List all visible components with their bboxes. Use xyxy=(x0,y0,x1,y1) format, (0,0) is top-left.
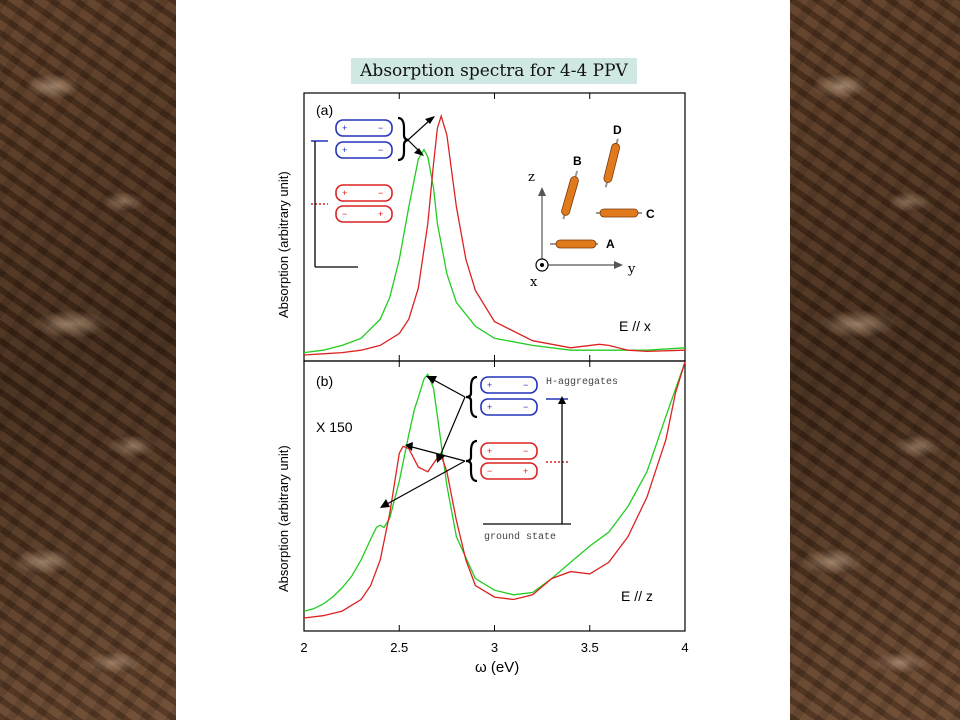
y-axis-arrow-icon xyxy=(614,261,623,269)
molecule-c xyxy=(596,208,642,218)
molecule-d xyxy=(603,138,621,188)
h-aggregates-label: H-aggregates xyxy=(546,377,618,388)
dimer-box-red-2 xyxy=(335,205,393,223)
z-axis-label: z xyxy=(528,170,535,185)
dimer-box-blue-1 xyxy=(335,119,393,137)
molecule-orientation-diagram: z y x A B C D xyxy=(528,123,655,290)
dimer-box-blue-1 xyxy=(480,376,538,394)
series-line-a-2 xyxy=(303,113,686,356)
marble-background-left xyxy=(0,0,176,720)
ground-state-label: ground state xyxy=(484,531,556,543)
series-line-b-1 xyxy=(303,361,686,612)
charge-plus: + xyxy=(523,466,528,476)
charge-plus: + xyxy=(378,209,383,219)
charge-minus: − xyxy=(378,145,383,155)
molecule-c-label: C xyxy=(646,207,655,221)
x-ticks: 2 2.5 3 3.5 4 xyxy=(300,93,689,655)
x-axis-label: x xyxy=(530,275,538,290)
x-axis-dot-icon xyxy=(540,263,544,267)
x-tick-label: 2.5 xyxy=(390,640,408,655)
dimer-box-blue-2 xyxy=(480,398,538,416)
arrow-b-4 xyxy=(386,460,466,505)
arrowhead xyxy=(380,499,390,508)
arrowhead xyxy=(414,148,424,156)
charge-minus: − xyxy=(523,446,528,456)
dimer-box-red-2 xyxy=(480,462,538,480)
charge-minus: − xyxy=(523,402,528,412)
charge-plus: + xyxy=(487,402,492,412)
charge-minus: − xyxy=(378,188,383,198)
x-tick-label: 4 xyxy=(681,640,688,655)
charge-plus: + xyxy=(342,188,347,198)
x-tick-label: 3 xyxy=(491,640,498,655)
dimer-box-red-1 xyxy=(335,184,393,202)
panel-a-label: (a) xyxy=(316,102,333,118)
molecule-b-label: B xyxy=(573,154,582,168)
arrowhead xyxy=(558,396,566,404)
molecule-a xyxy=(550,239,598,249)
x-tick-label: 2 xyxy=(300,640,307,655)
energy-diagram-a: + − + − + − − + xyxy=(311,116,435,268)
charge-plus: + xyxy=(487,446,492,456)
panel-b-label: (b) xyxy=(316,373,333,389)
series-line-b-2 xyxy=(303,361,686,619)
z-axis-arrow-icon xyxy=(538,187,546,196)
molecule-d-label: D xyxy=(613,123,622,137)
charge-minus: − xyxy=(378,123,383,133)
y-axis-label: y xyxy=(627,262,636,277)
brace-b-1 xyxy=(465,375,478,419)
ylabel-a: Absorption (arbitrary unit) xyxy=(276,171,291,318)
dimer-box-red-1 xyxy=(480,442,538,460)
brace-b-2 xyxy=(465,439,478,483)
marble-background-right xyxy=(790,0,960,720)
molecule-b xyxy=(561,170,579,220)
arrowhead xyxy=(426,376,437,384)
dimer-box-blue-2 xyxy=(335,141,393,159)
charge-minus: − xyxy=(342,209,347,219)
series-line-a-1 xyxy=(303,148,686,354)
energy-diagram-b: + − + − + − − + H-aggregates ground stat… xyxy=(380,375,618,543)
arrow-a-1 xyxy=(407,119,431,141)
slide xyxy=(176,0,790,720)
charge-minus: − xyxy=(487,466,492,476)
multiplier-label: X 150 xyxy=(316,419,353,435)
ylabel-b: Absorption (arbitrary unit) xyxy=(276,445,291,592)
charge-plus: + xyxy=(342,145,347,155)
series-group xyxy=(303,113,686,619)
charge-minus: − xyxy=(523,380,528,390)
arrow-b-1 xyxy=(431,378,466,398)
arrowhead xyxy=(425,116,435,124)
arrow-b-3 xyxy=(411,446,466,462)
arrow-b-2 xyxy=(439,396,466,457)
slide-title: Absorption spectra for 4-4 PPV xyxy=(351,58,637,84)
field-label-a: E // x xyxy=(619,318,651,334)
charge-plus: + xyxy=(487,380,492,390)
xlabel: ω (eV) xyxy=(475,659,519,676)
brace-a xyxy=(397,116,410,162)
molecule-a-label: A xyxy=(606,237,615,251)
charge-plus: + xyxy=(342,123,347,133)
x-tick-label: 3.5 xyxy=(581,640,599,655)
field-label-b: E // z xyxy=(621,588,653,604)
arrowhead xyxy=(405,442,413,451)
